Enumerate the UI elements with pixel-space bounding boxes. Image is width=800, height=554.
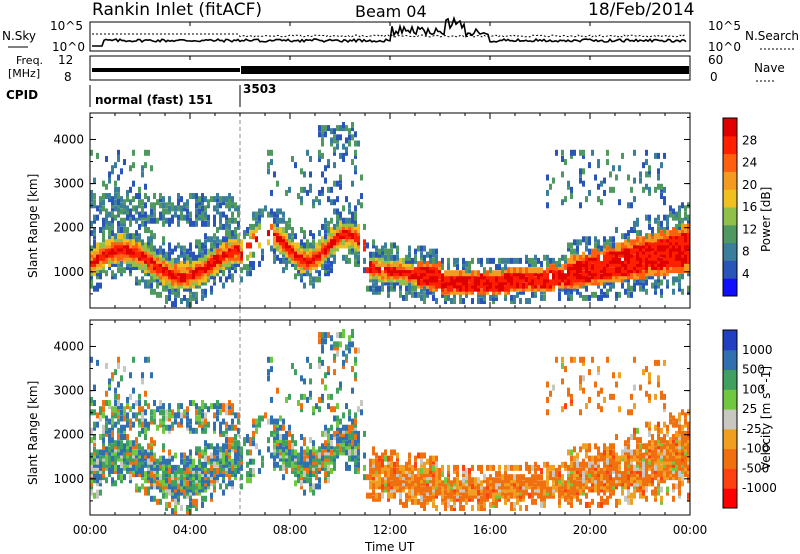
- cbar1-cells-swatch-7: [723, 153, 737, 172]
- velocity-panel: Slant Range [km] 1000 2000 3000 4000: [26, 319, 691, 516]
- power-colorbar: 4 8 12 16 20 24 28 Power [dB]: [722, 117, 773, 297]
- power-ylabel: Slant Range [km]: [26, 174, 40, 278]
- velocity-colorbar-label: Velocity [m s^-1]: [759, 366, 773, 470]
- cbar2-cells-swatch-2: [723, 448, 737, 469]
- cpid-segment-2: 3503: [243, 82, 276, 96]
- velocity-colorbar-tick--100: -100: [742, 442, 769, 456]
- cbar2-cells-swatch-7: [723, 349, 737, 371]
- nave-tick-top: 60: [708, 53, 723, 67]
- time-tick-0: 00:00: [73, 523, 108, 537]
- velocity-colorbar-tick--1000: -1000: [742, 481, 777, 495]
- cbar1-cells-swatch-9: [723, 118, 737, 137]
- station-title: Rankin Inlet (fitACF): [92, 0, 262, 20]
- freq-trace-segment-1: [92, 68, 240, 72]
- beam-title: Beam 04: [355, 2, 427, 21]
- velocity-ytick-3000: 3000: [53, 384, 84, 398]
- velocity-ytick-1000: 1000: [53, 472, 84, 486]
- cpid-panel: CPID normal (fast) 151 3503: [6, 82, 276, 107]
- nsky-label: N.Sky: [2, 29, 36, 43]
- velocity-data-cells: [90, 329, 690, 515]
- velocity-colorbar-tick--25: -25: [742, 422, 762, 436]
- cbar1-cells-swatch-2: [723, 242, 737, 261]
- time-tick-2: 08:00: [273, 523, 308, 537]
- cbar2-cells-swatch-6: [723, 369, 737, 390]
- time-tick-6: 00:00: [673, 523, 708, 537]
- cbar2-cells-swatch-1: [723, 468, 737, 489]
- nsearch-tick-top: 10^5: [708, 19, 741, 33]
- freq-tick-bottom: 8: [64, 70, 72, 84]
- cbar1-cells-swatch-5: [723, 189, 737, 208]
- freq-label-1: Freq.: [16, 54, 43, 67]
- nave-label: Nave: [754, 61, 785, 75]
- cpid-label: CPID: [6, 88, 38, 102]
- velocity-ylabel: Slant Range [km]: [26, 381, 40, 485]
- cbar2-cells-swatch-5: [723, 389, 737, 410]
- velocity-colorbar-tick-25: 25: [742, 402, 757, 416]
- time-tick-1: 04:00: [173, 523, 208, 537]
- power-colorbar-label: Power [dB]: [759, 187, 773, 252]
- velocity-colorbar-tick-1000: 1000: [742, 343, 773, 357]
- cbar2-cells-swatch-3: [723, 428, 737, 450]
- time-tick-5: 20:00: [573, 523, 608, 537]
- power-colorbar-tick-24: 24: [742, 156, 757, 170]
- velocity-ytick-4000: 4000: [53, 339, 84, 353]
- velocity-colorbar-tick--500: -500: [742, 461, 769, 475]
- time-tick-3: 12:00: [373, 523, 408, 537]
- date-title: 18/Feb/2014: [588, 0, 694, 20]
- velocity-colorbar-tick-500: 500: [742, 363, 765, 377]
- power-ytick-2000: 2000: [53, 221, 84, 235]
- nsky-panel: N.Sky 10^5 10^0 10^5 10^0 N.Search: [2, 15, 799, 54]
- cbar2-cells-swatch-8: [723, 330, 737, 351]
- nsearch-label: N.Search: [745, 29, 799, 43]
- power-colorbar-tick-16: 16: [742, 200, 757, 214]
- cbar1-cells-swatch-8: [723, 135, 737, 155]
- velocity-colorbar: 1000 500 100 25 -25 -100 -500 -1000 Velocity [m…: [722, 329, 777, 509]
- time-axis: 00:00 04:00 08:00 12:00 16:00 20:00 00:00: [73, 22, 708, 537]
- power-ytick-1000: 1000: [53, 265, 84, 279]
- nave-tick-bottom: 0: [710, 70, 718, 84]
- power-colorbar-tick-28: 28: [742, 133, 757, 147]
- velocity-colorbar-tick-100: 100: [742, 382, 765, 396]
- freq-trace-segment-2: [241, 66, 689, 74]
- nsky-tick-top: 10^5: [50, 19, 83, 33]
- time-tick-4: 16:00: [473, 523, 508, 537]
- cbar1-cells-swatch-6: [723, 171, 737, 190]
- power-colorbar-tick-12: 12: [742, 222, 757, 236]
- nsearch-tick-bottom: 10^0: [708, 40, 741, 54]
- power-data-cells: [90, 122, 690, 308]
- cbar1-cells-swatch-1: [723, 260, 737, 279]
- cbar2-cells-swatch-0: [723, 488, 737, 509]
- nsearch-trace: [92, 33, 687, 38]
- freq-tick-top: 12: [58, 53, 73, 67]
- nsky-trace: [92, 15, 687, 47]
- power-panel: Slant Range [km] 1000 2000 3000 4000: [26, 112, 691, 309]
- cbar1-cells-swatch-3: [723, 224, 737, 244]
- time-axis-label: Time UT: [364, 540, 415, 554]
- cbar1-cells-swatch-0: [723, 278, 737, 297]
- cpid-segment-1: normal (fast) 151: [95, 93, 213, 107]
- power-colorbar-tick-8: 8: [742, 245, 750, 259]
- power-ytick-3000: 3000: [53, 177, 84, 191]
- power-colorbar-tick-20: 20: [742, 178, 757, 192]
- cbar1-cells-swatch-4: [723, 207, 737, 226]
- velocity-ytick-2000: 2000: [53, 428, 84, 442]
- nsky-tick-bottom: 10^0: [52, 40, 85, 54]
- freq-label-2: [MHz]: [8, 67, 40, 80]
- power-ytick-4000: 4000: [53, 132, 84, 146]
- freq-panel: Freq. [MHz] 12 8 60 0 Nave: [8, 53, 785, 84]
- power-colorbar-tick-4: 4: [742, 267, 750, 281]
- cbar2-cells-swatch-4: [723, 409, 737, 430]
